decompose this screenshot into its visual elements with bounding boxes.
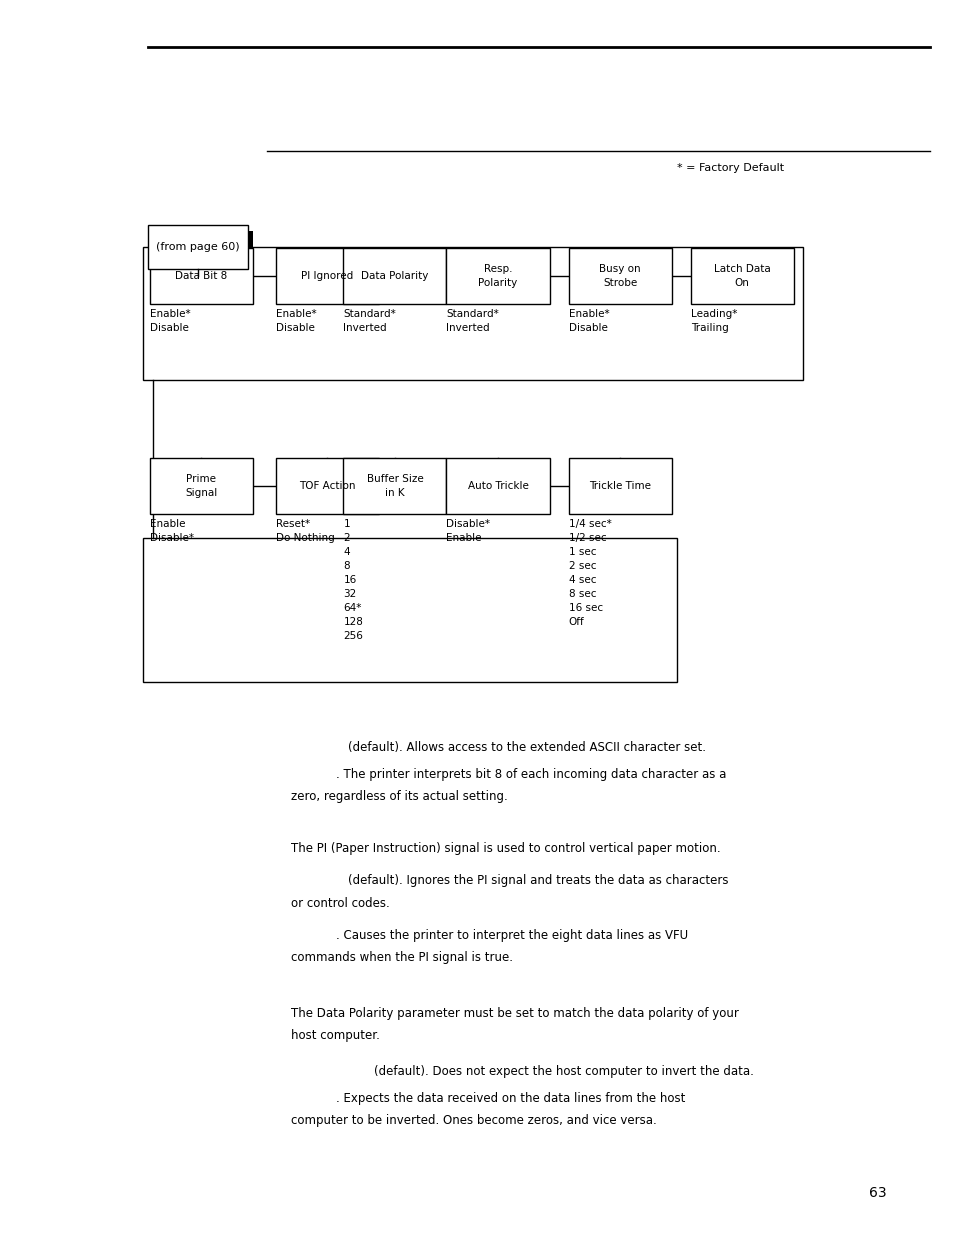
Text: Standard*
Inverted: Standard* Inverted (343, 309, 395, 332)
Text: (from page 60): (from page 60) (156, 242, 239, 252)
Text: Disable*
Enable: Disable* Enable (446, 519, 490, 542)
Bar (275, 458, 378, 514)
Bar (275, 248, 378, 304)
Bar (343, 458, 446, 514)
Text: Prime
Signal: Prime Signal (185, 474, 217, 498)
Text: Latch Data
On: Latch Data On (713, 264, 770, 288)
Text: host computer.: host computer. (291, 1029, 379, 1042)
Text: The PI (Paper Instruction) signal is used to control vertical paper motion.: The PI (Paper Instruction) signal is use… (291, 842, 720, 856)
Text: (default). Ignores the PI signal and treats the data as characters: (default). Ignores the PI signal and tre… (348, 874, 728, 888)
Text: 1/4 sec*
1/2 sec
1 sec
2 sec
4 sec
8 sec
16 sec
Off: 1/4 sec* 1/2 sec 1 sec 2 sec 4 sec 8 sec… (568, 519, 611, 626)
Bar (143, 247, 802, 380)
Text: . The printer interprets bit 8 of each incoming data character as a: . The printer interprets bit 8 of each i… (335, 768, 725, 782)
Text: PI Ignored: PI Ignored (301, 270, 353, 282)
Text: * = Factory Default: * = Factory Default (677, 163, 783, 173)
Text: Standard*
Inverted: Standard* Inverted (446, 309, 498, 332)
Bar (150, 458, 253, 514)
Text: zero, regardless of its actual setting.: zero, regardless of its actual setting. (291, 790, 507, 804)
Text: (default). Does not expect the host computer to invert the data.: (default). Does not expect the host comp… (374, 1065, 753, 1078)
Bar (150, 248, 253, 304)
Text: The Data Polarity parameter must be set to match the data polarity of your: The Data Polarity parameter must be set … (291, 1007, 738, 1020)
Text: Data Polarity: Data Polarity (361, 270, 428, 282)
Text: Enable*
Disable: Enable* Disable (275, 309, 316, 332)
Text: computer to be inverted. Ones become zeros, and vice versa.: computer to be inverted. Ones become zer… (291, 1114, 656, 1128)
Bar (343, 248, 446, 304)
Bar (148, 225, 248, 269)
Text: Data Bit 8: Data Bit 8 (175, 270, 227, 282)
Bar (446, 248, 549, 304)
Text: commands when the PI signal is true.: commands when the PI signal is true. (291, 951, 513, 965)
Text: 1
2
4
8
16
32
64*
128
256: 1 2 4 8 16 32 64* 128 256 (343, 519, 363, 641)
Text: TOF Action: TOF Action (298, 480, 355, 492)
Text: Busy on
Strobe: Busy on Strobe (598, 264, 640, 288)
Text: . Expects the data received on the data lines from the host: . Expects the data received on the data … (335, 1092, 684, 1105)
Text: Resp.
Polarity: Resp. Polarity (477, 264, 517, 288)
Text: Reset*
Do Nothing: Reset* Do Nothing (275, 519, 335, 542)
Bar (143, 538, 677, 682)
Text: Auto Trickle: Auto Trickle (467, 480, 528, 492)
Text: 63: 63 (868, 1187, 885, 1200)
Text: Leading*
Trailing: Leading* Trailing (690, 309, 737, 332)
Bar (568, 458, 671, 514)
Text: Enable*
Disable: Enable* Disable (150, 309, 191, 332)
Text: Enable*
Disable: Enable* Disable (568, 309, 609, 332)
Text: Buffer Size
in K: Buffer Size in K (366, 474, 423, 498)
Text: or control codes.: or control codes. (291, 897, 390, 910)
Bar (568, 248, 671, 304)
Text: . Causes the printer to interpret the eight data lines as VFU: . Causes the printer to interpret the ei… (335, 929, 687, 942)
Text: Enable
Disable*: Enable Disable* (150, 519, 193, 542)
Bar (446, 458, 549, 514)
Text: Trickle Time: Trickle Time (589, 480, 650, 492)
Text: (default). Allows access to the extended ASCII character set.: (default). Allows access to the extended… (348, 741, 705, 755)
Bar (152, 231, 253, 275)
Bar (690, 248, 793, 304)
